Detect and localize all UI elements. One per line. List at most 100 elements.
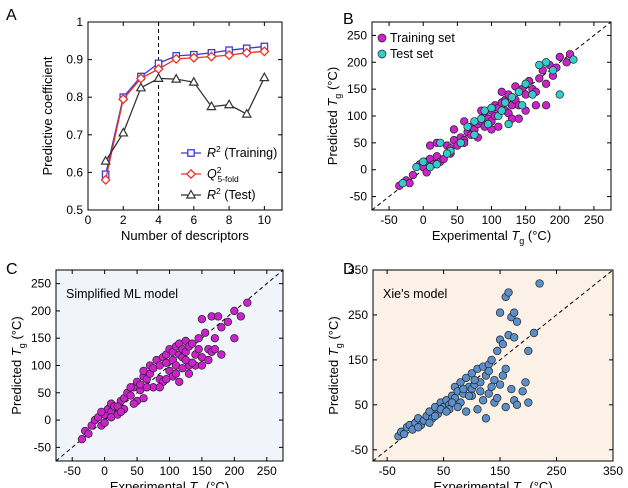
ylabel-text: Predicted xyxy=(325,107,340,166)
legend-label-test: R2 (Test) xyxy=(207,186,256,202)
legend-marker xyxy=(377,33,387,43)
y-tick-label: 150 xyxy=(348,353,368,367)
series-point-test xyxy=(100,155,111,165)
series-point-test xyxy=(188,76,200,86)
data-point-test-set xyxy=(501,98,510,107)
x-tick-label: 200 xyxy=(224,464,244,478)
panel-letter-a: A xyxy=(6,7,17,24)
data-point-sample xyxy=(518,387,527,396)
y-tick-label: 350 xyxy=(348,263,368,277)
data-point-training-set xyxy=(541,79,551,88)
x-axis-label: Number of descriptors xyxy=(121,228,249,243)
data-point-test-set xyxy=(504,119,513,129)
y-tick-label: -50 xyxy=(350,190,368,204)
data-point-sample xyxy=(142,383,151,392)
y-tick-label: 0 xyxy=(360,163,367,177)
data-point-sample xyxy=(476,387,485,396)
data-point-training-set xyxy=(497,87,506,96)
data-point-test-set xyxy=(470,130,479,139)
x-tick-label: 4 xyxy=(155,213,162,227)
legend-text: (Test) xyxy=(221,188,256,202)
xlabel-text: Experimental xyxy=(110,479,189,488)
legend-marker xyxy=(377,49,387,59)
data-point-sample xyxy=(535,279,544,288)
data-point-sample xyxy=(512,400,522,409)
data-point-test-set xyxy=(480,106,489,115)
data-point-test-set xyxy=(456,138,465,148)
series-point-test xyxy=(135,82,147,92)
x-tick-label: 50 xyxy=(130,464,144,478)
x-tick-label: 150 xyxy=(192,464,212,478)
data-point-test-set xyxy=(470,117,479,126)
data-point-sample xyxy=(210,334,220,343)
series-point-cv xyxy=(100,174,111,186)
series-point-cv xyxy=(241,47,252,58)
data-point-sample xyxy=(188,339,197,348)
x-tick-label: 0 xyxy=(85,213,92,227)
data-point-sample xyxy=(181,355,190,365)
data-point-test-set xyxy=(425,162,435,172)
data-point-sample xyxy=(470,375,479,385)
data-point-test-set xyxy=(518,101,527,110)
data-point-sample xyxy=(230,306,239,316)
legend-symbol: Q xyxy=(207,167,217,181)
series-point-test xyxy=(118,127,129,137)
data-point-sample xyxy=(210,344,220,354)
x-tick-label: 100 xyxy=(159,464,179,478)
data-point-test-set xyxy=(419,157,428,166)
data-point-training-set xyxy=(531,101,541,110)
data-point-test-set xyxy=(521,79,530,88)
ylabel-unit: (°C) xyxy=(326,316,341,343)
legend-label-training: R2 (Training) xyxy=(207,144,277,160)
data-point-sample xyxy=(501,402,510,412)
data-point-sample xyxy=(116,407,126,417)
data-point-training-set xyxy=(562,58,571,67)
data-point-test-set xyxy=(412,162,421,172)
data-point-test-set xyxy=(541,58,551,67)
series-point-test xyxy=(223,98,235,109)
xlabel-subscript: g xyxy=(519,236,524,246)
series-point-test xyxy=(153,72,164,83)
data-point-sample xyxy=(495,308,505,317)
data-point-test-set xyxy=(535,60,544,70)
y-tick-label: 0.7 xyxy=(66,128,83,142)
xlabel-text: Experimental xyxy=(432,228,511,243)
plot-frame xyxy=(372,269,614,462)
x-tick-label: 0 xyxy=(420,213,427,227)
ylabel-symbol: T xyxy=(9,347,24,356)
data-point-sample xyxy=(442,407,451,416)
plot-frame xyxy=(87,21,283,211)
y-axis-label: Predictive coefficient xyxy=(40,56,55,175)
data-point-sample xyxy=(106,413,116,422)
data-point-sample xyxy=(197,353,207,362)
data-point-sample xyxy=(171,369,181,378)
y-tick-label: 50 xyxy=(38,386,52,400)
legend-label-cv: Q2 5-fold xyxy=(207,165,239,184)
panel-letter-d: D xyxy=(343,261,355,278)
x-tick-label: 150 xyxy=(516,213,536,227)
panel-c: C -50 0 50 100 150 200 250 -50 0 50 100 150 200 250 Exp… xyxy=(6,261,284,488)
series-line-training xyxy=(105,45,265,175)
data-point-sample xyxy=(529,328,539,338)
data-point-sample xyxy=(462,373,471,383)
data-point-test-set xyxy=(487,103,496,113)
data-point-sample xyxy=(504,288,513,297)
data-point-training-set xyxy=(535,74,544,83)
legend-symbol: R xyxy=(207,146,216,160)
data-point-sample xyxy=(524,346,533,356)
panel-a: A 0 2 4 6 8 10 0.5 0.6 0.7 0.8 0.9 1 Number of descri… xyxy=(6,7,283,243)
data-point-sample xyxy=(510,333,519,342)
data-point-sample xyxy=(498,340,508,349)
y-tick-label: 200 xyxy=(347,55,367,69)
data-point-training-set xyxy=(408,170,418,180)
series-point-cv xyxy=(188,52,199,63)
legend-superscript: 2 xyxy=(216,186,221,196)
data-point-test-set xyxy=(528,90,537,99)
ylabel-symbol: T xyxy=(326,347,341,356)
x-axis-label: Experimental Tg (°C) xyxy=(432,228,551,246)
data-point-sample xyxy=(507,384,516,394)
data-point-sample xyxy=(230,334,239,343)
data-point-sample xyxy=(414,423,423,432)
x-axis-label: Experimental Tg (°C) xyxy=(110,479,229,488)
data-point-sample xyxy=(493,346,502,356)
